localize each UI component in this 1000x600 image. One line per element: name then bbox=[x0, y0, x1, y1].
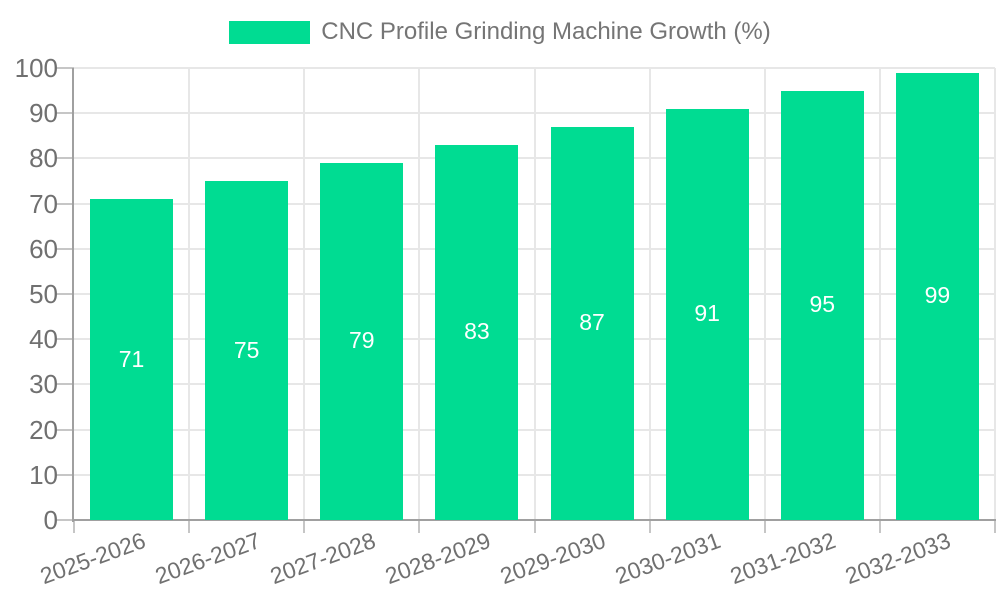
v-gridline bbox=[763, 68, 766, 520]
bar-value-label: 87 bbox=[579, 309, 605, 336]
y-axis-label: 40 bbox=[29, 324, 58, 355]
x-axis-tick bbox=[73, 520, 75, 533]
v-gridline bbox=[648, 68, 651, 520]
bar bbox=[895, 72, 979, 520]
y-axis-tick bbox=[56, 247, 74, 250]
bar-value-label: 75 bbox=[233, 336, 260, 363]
bar bbox=[320, 162, 404, 520]
y-axis-label: 50 bbox=[29, 279, 58, 309]
x-axis-tick bbox=[763, 520, 766, 533]
y-axis-tick bbox=[56, 383, 74, 386]
y-axis-tick bbox=[56, 338, 74, 341]
legend-label: CNC Profile Grinding Machine Growth (%) bbox=[321, 18, 771, 45]
bar bbox=[665, 108, 749, 520]
bar-value-label: 79 bbox=[349, 327, 375, 354]
x-axis-tick bbox=[303, 520, 306, 533]
y-axis-label: 60 bbox=[29, 233, 58, 264]
y-axis-label: 20 bbox=[29, 414, 58, 445]
y-axis-tick bbox=[56, 67, 74, 69]
y-axis-label: 70 bbox=[29, 188, 58, 219]
y-axis-tick bbox=[56, 473, 74, 476]
y-axis-label: 90 bbox=[29, 98, 58, 129]
x-axis-tick bbox=[188, 520, 191, 533]
bar-value-label: 83 bbox=[464, 318, 490, 345]
bar-value-label: 71 bbox=[118, 345, 145, 372]
x-axis-tick bbox=[994, 520, 996, 533]
y-axis-line bbox=[72, 68, 74, 522]
x-axis-tick bbox=[878, 520, 881, 533]
y-axis-label: 10 bbox=[29, 459, 58, 490]
y-axis-label: 80 bbox=[29, 143, 58, 174]
y-axis-tick bbox=[56, 157, 74, 160]
v-gridline bbox=[533, 68, 536, 520]
y-axis-tick bbox=[56, 293, 74, 295]
bar-value-label: 95 bbox=[809, 291, 836, 318]
v-gridline bbox=[303, 68, 306, 520]
y-axis-label: 30 bbox=[29, 369, 58, 400]
chart-legend[interactable]: CNC Profile Grinding Machine Growth (%) bbox=[0, 18, 1000, 46]
y-axis-tick bbox=[56, 428, 74, 431]
bar bbox=[550, 126, 634, 520]
v-gridline bbox=[994, 68, 996, 520]
v-gridline bbox=[188, 68, 191, 520]
bar-value-label: 99 bbox=[924, 282, 951, 309]
legend-swatch bbox=[229, 20, 311, 44]
y-axis-tick bbox=[56, 519, 74, 521]
x-axis-tick bbox=[418, 520, 421, 533]
v-gridline bbox=[878, 68, 881, 520]
y-axis-tick bbox=[56, 112, 74, 115]
bar bbox=[205, 181, 289, 520]
bar bbox=[780, 90, 864, 520]
bar-value-label: 91 bbox=[694, 300, 720, 327]
x-axis-tick bbox=[648, 520, 651, 533]
bar bbox=[435, 144, 519, 520]
y-axis-tick bbox=[56, 202, 74, 205]
x-axis-line bbox=[72, 519, 996, 521]
x-axis-tick bbox=[533, 520, 536, 533]
bar bbox=[90, 199, 174, 520]
y-axis-label: 0 bbox=[43, 505, 58, 535]
v-gridline bbox=[418, 68, 421, 520]
y-axis-label: 100 bbox=[14, 53, 58, 83]
